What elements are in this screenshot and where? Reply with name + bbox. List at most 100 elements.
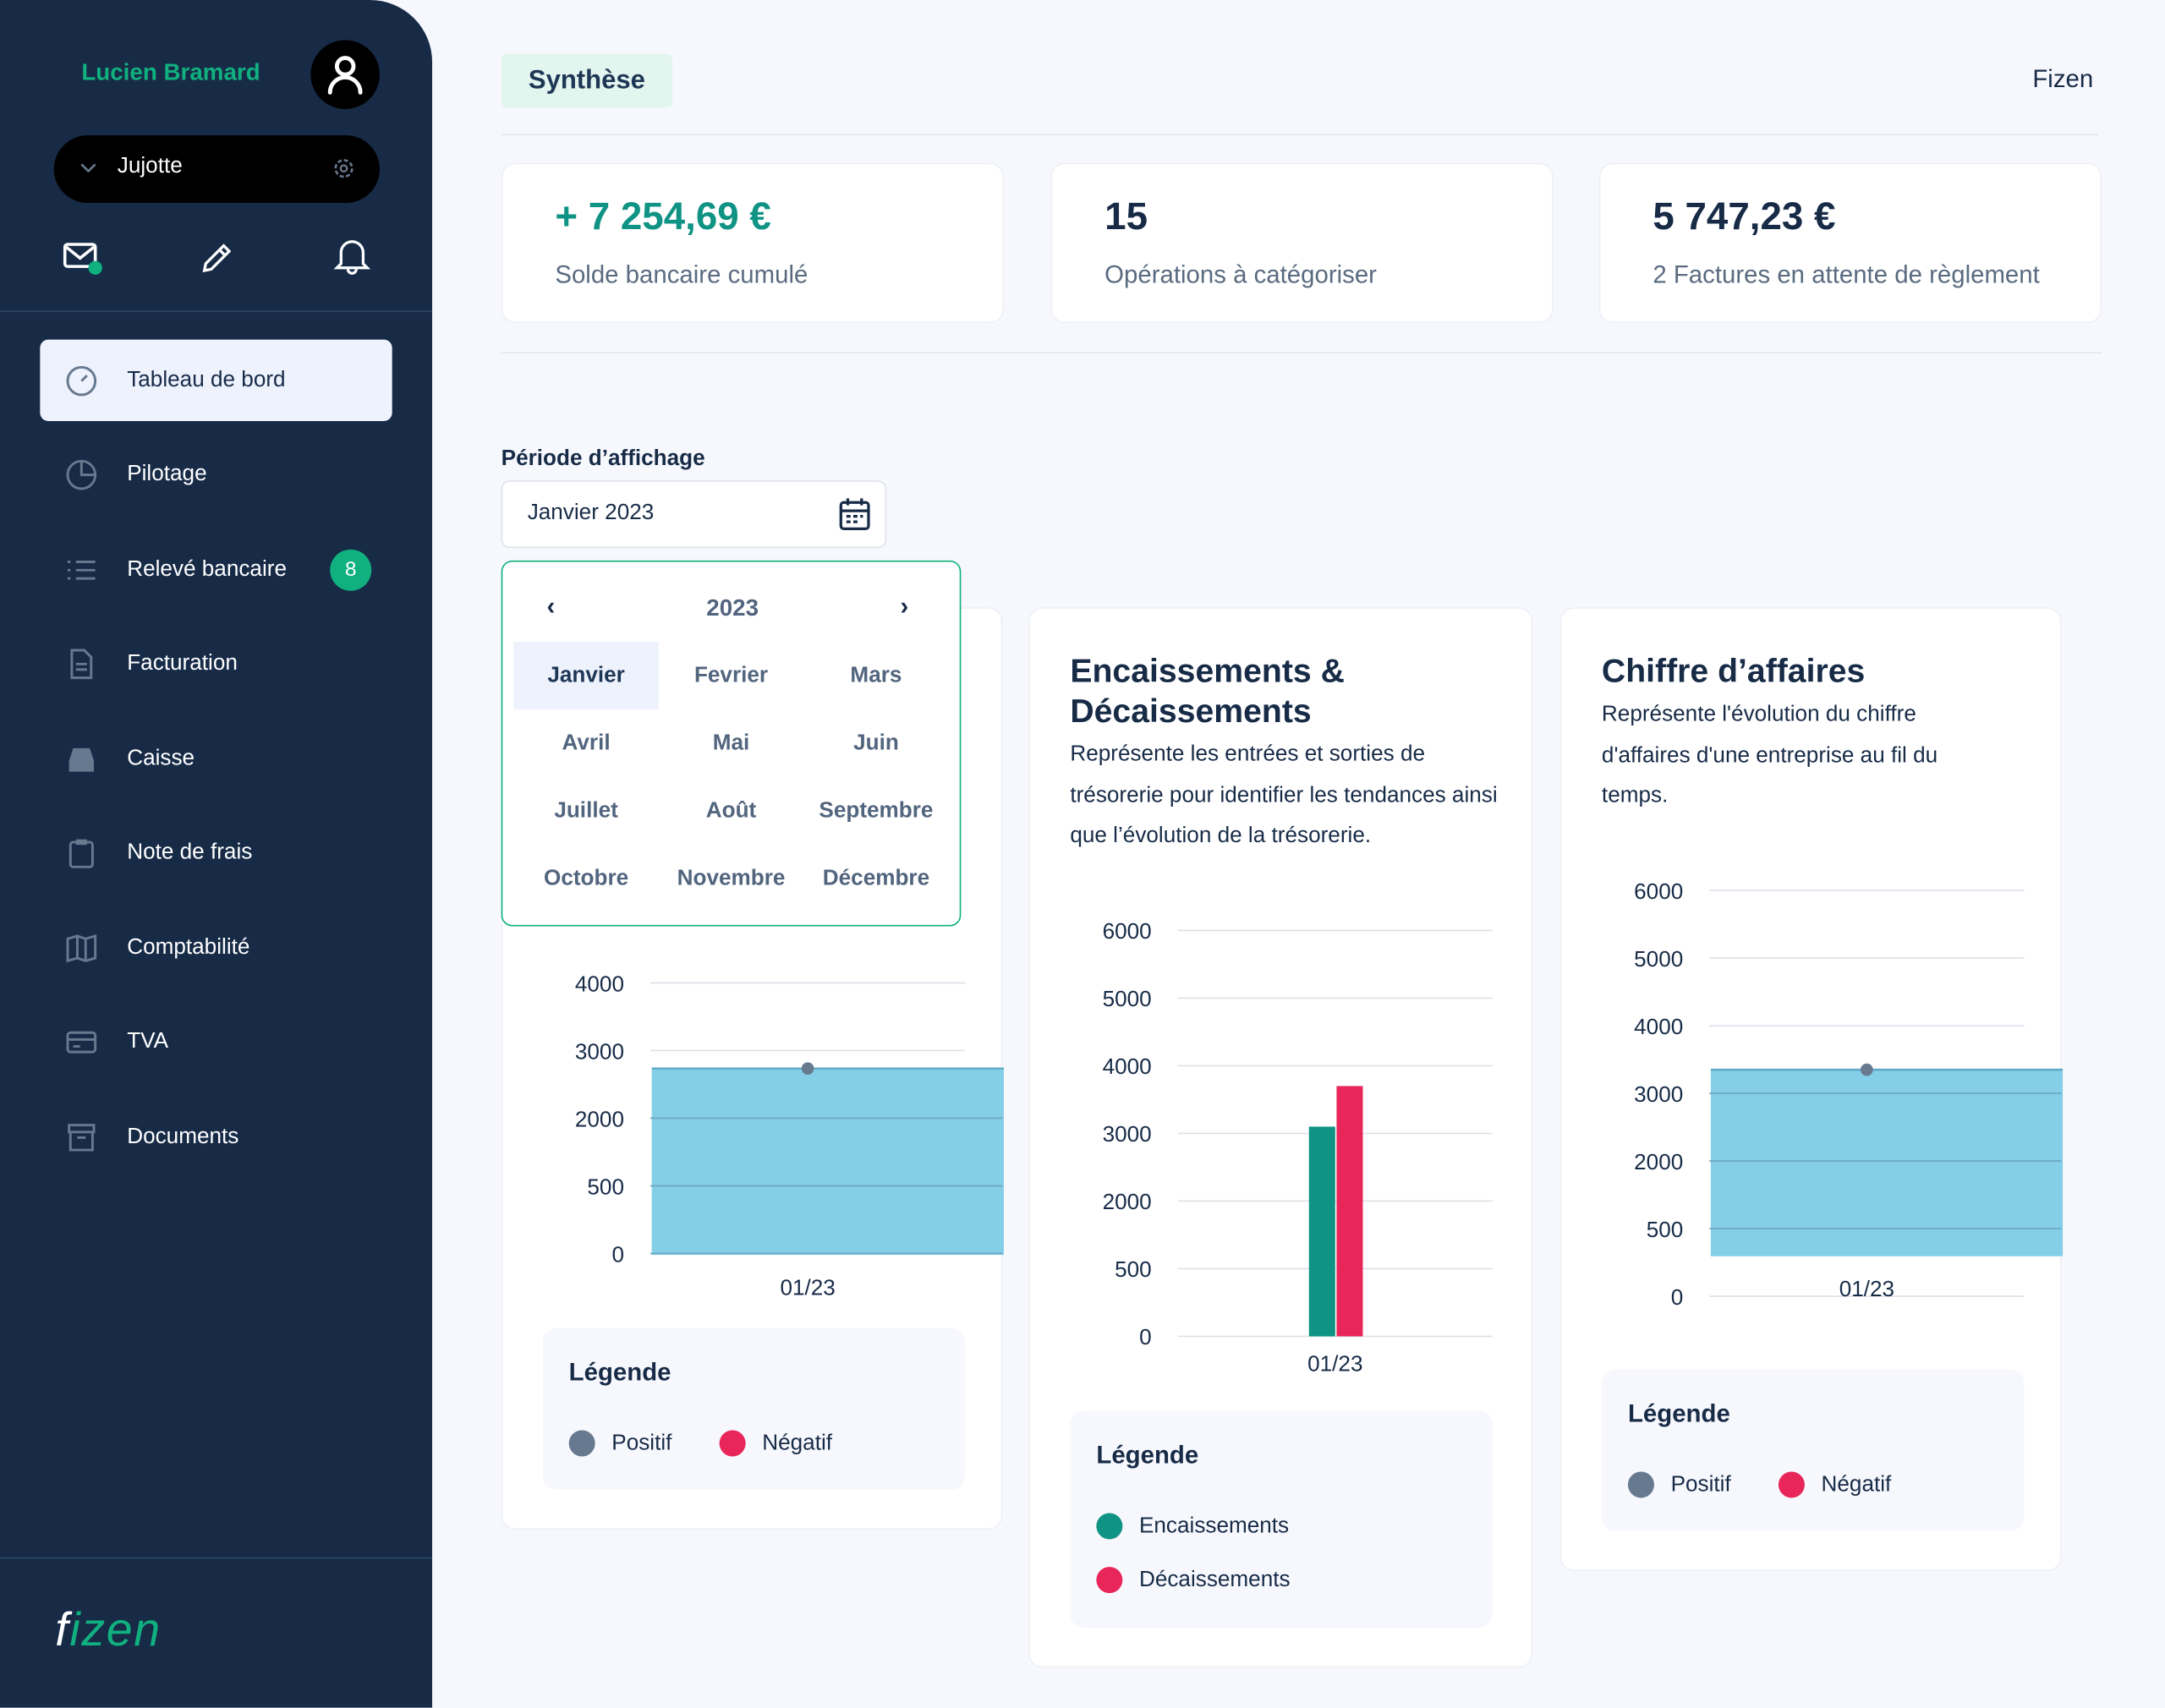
card-title: Chiffre d’affaires (1601, 653, 1866, 691)
month-5[interactable]: Juin (853, 731, 899, 755)
bar-encaissements (1308, 1126, 1335, 1337)
kpi-label: 2 Factures en attente de règlement (1653, 260, 2040, 289)
divider (501, 352, 2102, 353)
chart-card-chiffre-affaires: Chiffre d’affaires Représente l'évolutio… (1559, 607, 2064, 1572)
card-description: Représente les entrées et sorties de tré… (1070, 742, 1498, 848)
chevron-down-icon (80, 163, 96, 173)
period-label: Période d’affichage (501, 446, 705, 471)
sidebar-item-label: Pilotage (127, 462, 207, 485)
sidebar-item-facturation[interactable]: Facturation (40, 622, 392, 703)
legend-item-positif: Positif (568, 1430, 671, 1457)
sidebar-item-label: TVA (127, 1029, 169, 1053)
area-fill (651, 1068, 1004, 1256)
kpi-label: Solde bancaire cumulé (555, 260, 808, 289)
organization-selector[interactable]: Jujotte (53, 135, 380, 204)
sidebar-item-label: Documents (127, 1124, 239, 1148)
legend: Légende Positif Négatif (1601, 1369, 2025, 1531)
avatar[interactable] (310, 40, 380, 109)
kpi-card-factures[interactable]: 5 747,23 € 2 Factures en attente de règle… (1598, 162, 2102, 324)
month-11[interactable]: Décembre (822, 866, 930, 890)
month-8[interactable]: Septembre (819, 798, 934, 823)
dashboard-icon (66, 365, 97, 396)
notification-badge: 8 (330, 548, 372, 590)
y-tick-label: 2000 (575, 1106, 624, 1131)
prev-year-button[interactable]: ‹ (546, 592, 556, 621)
legend: Légende Encaissements Décaissements (1070, 1410, 1493, 1628)
sidebar-item-comptabilite[interactable]: Comptabilité (40, 907, 392, 988)
bell-icon[interactable] (332, 236, 371, 277)
sidebar-item-note-de-frais[interactable]: Note de frais (40, 812, 392, 893)
divider (0, 310, 433, 312)
y-tick-label: 4000 (1634, 1014, 1683, 1039)
month-7[interactable]: Août (705, 798, 757, 823)
card-description: Représente l'évolution du chiffre d'affa… (1601, 703, 1938, 808)
month-9[interactable]: Octobre (544, 866, 629, 890)
sidebar-item-label: Caisse (127, 746, 195, 770)
data-point (801, 1062, 814, 1076)
book-icon (66, 933, 97, 962)
sidebar-item-documents[interactable]: Documents (40, 1096, 392, 1177)
legend-item-positif: Positif (1627, 1471, 1731, 1498)
calendar-icon[interactable] (838, 497, 871, 533)
x-tick-label: 01/23 (780, 1274, 835, 1300)
tab-synthese[interactable]: Synthèse (501, 53, 673, 108)
y-tick-label: 0 (1671, 1284, 1684, 1310)
sidebar-item-label: Tableau de bord (127, 368, 286, 391)
gear-icon[interactable] (332, 156, 356, 180)
sidebar-item-tva[interactable]: TVA (40, 1001, 392, 1082)
sidebar-item-caisse[interactable]: Caisse (40, 718, 392, 799)
sidebar-item-releve-bancaire[interactable]: Relevé bancaire 8 (40, 528, 392, 610)
bar-chart: 0 500 2000 3000 4000 5000 6000 01/23 (1103, 918, 1493, 1376)
legend: Légende Positif Négatif (542, 1328, 966, 1490)
month-1[interactable]: Fevrier (693, 663, 769, 687)
area-fill (1710, 1070, 2064, 1256)
y-tick-label: 0 (611, 1241, 624, 1267)
divider (501, 134, 2099, 136)
sidebar-item-pilotage[interactable]: Pilotage (40, 434, 392, 515)
brand-label: Fizen (2032, 64, 2094, 93)
y-tick-label: 500 (1115, 1256, 1152, 1282)
month-10[interactable]: Novembre (677, 866, 786, 890)
y-tick-label: 2000 (1634, 1149, 1683, 1174)
fizen-logo: fizen (55, 1604, 162, 1657)
legend-title: Légende (1627, 1399, 1730, 1428)
legend-title: Légende (568, 1358, 671, 1387)
y-tick-label: 3000 (1103, 1121, 1152, 1147)
legend-item-encaissements: Encaissements (1096, 1513, 1289, 1540)
sidebar-item-tableau-de-bord[interactable]: Tableau de bord (40, 339, 392, 421)
legend-title: Légende (1096, 1441, 1199, 1470)
file-icon (70, 648, 93, 679)
inbox-icon (69, 747, 95, 771)
sidebar-item-label: Relevé bancaire (127, 556, 287, 581)
mail-icon[interactable] (62, 240, 103, 276)
kpi-card-operations[interactable]: 15 Opérations à catégoriser (1050, 162, 1554, 324)
month-0[interactable]: Janvier (513, 642, 659, 710)
month-6[interactable]: Juillet (554, 798, 618, 823)
pie-icon (66, 459, 97, 490)
organization-name: Jujotte (117, 154, 183, 178)
y-tick-label: 6000 (1103, 918, 1152, 944)
y-tick-label: 3000 (575, 1038, 624, 1064)
y-tick-label: 500 (1647, 1217, 1684, 1242)
kpi-label: Opérations à catégoriser (1104, 260, 1377, 289)
month-3[interactable]: Avril (562, 731, 611, 755)
month-2[interactable]: Mars (850, 663, 902, 687)
sidebar-item-label: Facturation (127, 650, 238, 675)
user-name: Lucien Bramard (81, 59, 260, 86)
legend-item-decaissements: Décaissements (1096, 1567, 1291, 1594)
period-input[interactable]: Janvier 2023 (501, 480, 887, 549)
sidebar-item-label: Comptabilité (127, 935, 250, 959)
y-tick-label: 5000 (1634, 946, 1683, 972)
edit-icon[interactable] (199, 240, 234, 276)
y-tick-label: 0 (1139, 1324, 1152, 1349)
y-tick-label: 5000 (1103, 986, 1152, 1011)
y-tick-label: 3000 (1634, 1081, 1683, 1107)
area-chart: 0 500 2000 3000 4000 01/23 (575, 971, 1004, 1300)
y-tick-label: 4000 (575, 971, 624, 996)
x-tick-label: 01/23 (1307, 1350, 1362, 1376)
list-icon (68, 560, 96, 579)
user-icon (327, 56, 363, 95)
month-4[interactable]: Mai (712, 731, 750, 755)
next-year-button[interactable]: › (900, 592, 909, 621)
divider (0, 1557, 433, 1559)
